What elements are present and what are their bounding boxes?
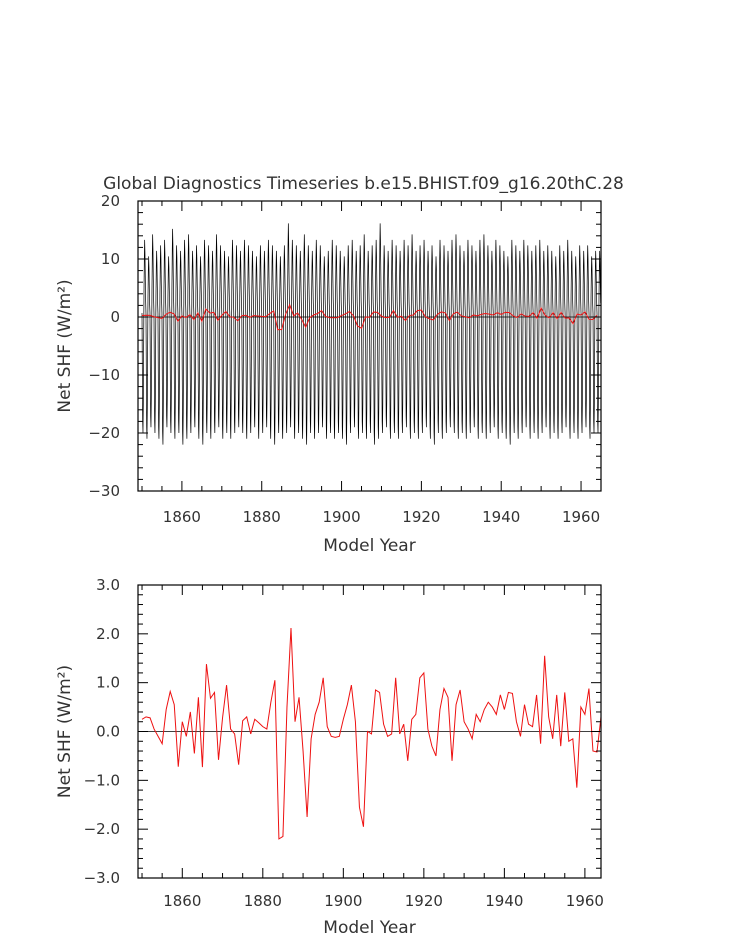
chart-1-xtick-label: 1880 — [244, 892, 282, 910]
chart-0-xtick-label: 1900 — [322, 508, 360, 526]
chart-0-ytick-label: 0 — [110, 308, 120, 326]
chart-0-xtick-label: 1920 — [402, 508, 440, 526]
chart-1-xtick-label: 1960 — [566, 892, 604, 910]
chart-0-xtick-label: 1940 — [482, 508, 520, 526]
chart-0-ytick-label: 10 — [101, 250, 120, 268]
chart-1-xtick-label: 1900 — [324, 892, 362, 910]
chart-1-ytick-label: 3.0 — [96, 576, 120, 594]
chart-0-xtick-label: 1960 — [562, 508, 600, 526]
chart-0-plot-area — [141, 223, 601, 445]
chart-1-xtick-label: 1860 — [163, 892, 201, 910]
chart-1-ytick-label: −1.0 — [84, 771, 120, 789]
chart-0-x-axis-label: Model Year — [323, 536, 415, 556]
chart-1-ytick-label: −2.0 — [84, 820, 120, 838]
chart-1-xtick-label: 1920 — [405, 892, 443, 910]
chart-0-ytick-label: −20 — [88, 424, 120, 442]
chart-1-series-annual — [141, 627, 601, 840]
chart-1-ytick-label: 1.0 — [96, 674, 120, 692]
chart-0-series-monthly — [141, 223, 601, 445]
chart-1-plot-area — [141, 627, 601, 840]
chart-0-ytick-label: −10 — [88, 366, 120, 384]
chart-0-y-axis-label: Net SHF (W/m²) — [55, 279, 75, 412]
top-panel: 1860 1880 1900 1920 1940 1960 20 10 0 −10 −20 −30 Gl… — [55, 174, 624, 556]
chart-1-xtick-label: 1940 — [485, 892, 523, 910]
chart-1-ytick-label: 0.0 — [96, 723, 120, 741]
chart-0-ytick-label: −30 — [88, 482, 120, 500]
chart-1-x-axis-label: Model Year — [323, 918, 415, 938]
chart-1-ytick-label: 2.0 — [96, 625, 120, 643]
bottom-panel: 1860 1880 1900 1920 1940 1960 3.0 2.0 1.0 0.0 −1.0… — [55, 576, 604, 938]
chart-1-y-axis-label: Net SHF (W/m²) — [55, 665, 75, 798]
chart-0-xtick-label: 1860 — [163, 508, 201, 526]
chart-0-ytick-label: 20 — [101, 192, 120, 210]
chart-0-series-annual — [141, 303, 598, 331]
chart-0-title: Global Diagnostics Timeseries b.e15.BHIS… — [103, 174, 624, 194]
chart-1-ytick-label: −3.0 — [84, 869, 120, 887]
chart-0-xtick-label: 1880 — [243, 508, 281, 526]
chart-0-frame — [137, 200, 602, 492]
